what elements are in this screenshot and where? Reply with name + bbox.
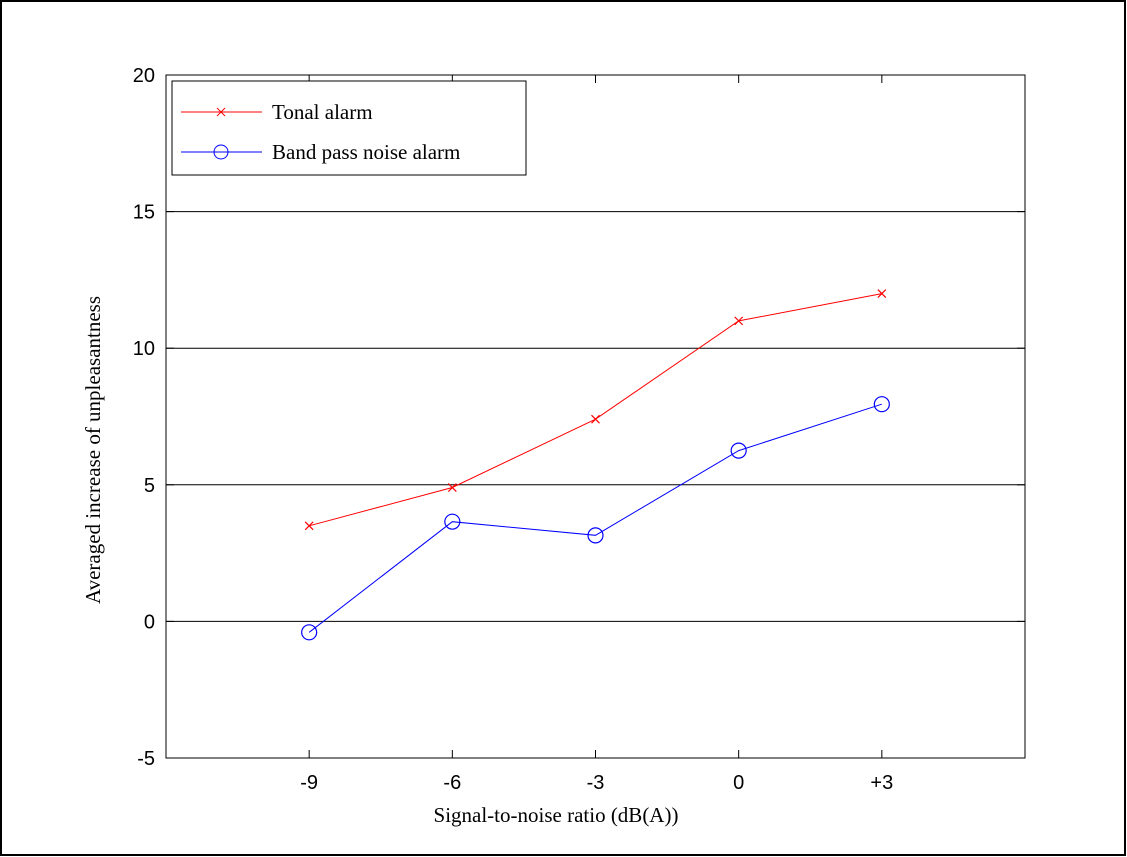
x-tick-label-3: 0 — [733, 772, 744, 794]
y-tick-label-0: -5 — [137, 748, 155, 770]
legend: Tonal alarm Band pass noise alarm — [171, 80, 527, 176]
y-tick-label-1: 0 — [144, 611, 155, 633]
point-band-pass-noise-alarm-3 — [730, 442, 747, 459]
x-tick-label-1: -6 — [443, 772, 461, 794]
point-band-pass-noise-alarm-0 — [301, 624, 318, 641]
series-line-band-pass-noise-alarm — [308, 403, 882, 633]
x-tick-label-4: +3 — [870, 772, 893, 794]
legend-label-tonal-alarm: Tonal alarm — [272, 100, 373, 124]
legend-marker-tonal-alarm — [216, 107, 226, 117]
point-band-pass-noise-alarm-2 — [587, 527, 604, 544]
y-tick-label-3: 10 — [133, 338, 155, 360]
legend-marker-band-pass-noise-alarm — [213, 144, 229, 160]
x-tick-label-2: -3 — [587, 772, 605, 794]
point-tonal-alarm-2 — [591, 414, 600, 424]
y-axis: -5 0 5 10 15 20 — [133, 65, 1025, 770]
legend-label-band-pass-noise-alarm: Band pass noise alarm — [272, 140, 460, 164]
y-tick-label-2: 5 — [144, 475, 155, 497]
y-tick-label-5: 20 — [133, 65, 155, 87]
point-tonal-alarm-4 — [877, 289, 887, 298]
series-layer — [301, 289, 890, 641]
point-tonal-alarm-0 — [304, 521, 314, 531]
y-tick-label-4: 15 — [133, 202, 155, 224]
gridlines — [166, 211, 1025, 622]
x-tick-label-0: -9 — [300, 772, 318, 794]
legend-box — [171, 80, 527, 176]
point-tonal-alarm-1 — [447, 483, 457, 492]
point-band-pass-noise-alarm-1 — [444, 513, 461, 530]
point-band-pass-noise-alarm-4 — [873, 396, 890, 413]
x-axis-label: Signal-to-noise ratio (dB(A)) — [434, 803, 679, 827]
point-tonal-alarm-3 — [734, 316, 744, 326]
y-axis-label: Averaged increase of unpleasantness — [81, 296, 105, 604]
x-axis: -9 -6 -3 0 +3 — [300, 75, 893, 794]
